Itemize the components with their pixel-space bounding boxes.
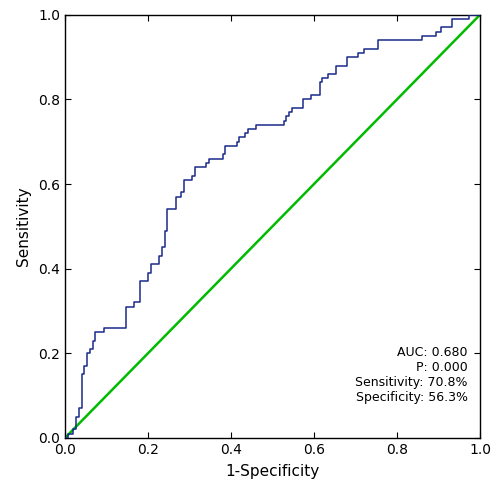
Y-axis label: Sensitivity: Sensitivity — [16, 186, 31, 266]
Text: AUC: 0.680
P: 0.000
Sensitivity: 70.8%
Specificity: 56.3%: AUC: 0.680 P: 0.000 Sensitivity: 70.8% S… — [355, 346, 468, 404]
X-axis label: 1-Specificity: 1-Specificity — [226, 463, 320, 479]
